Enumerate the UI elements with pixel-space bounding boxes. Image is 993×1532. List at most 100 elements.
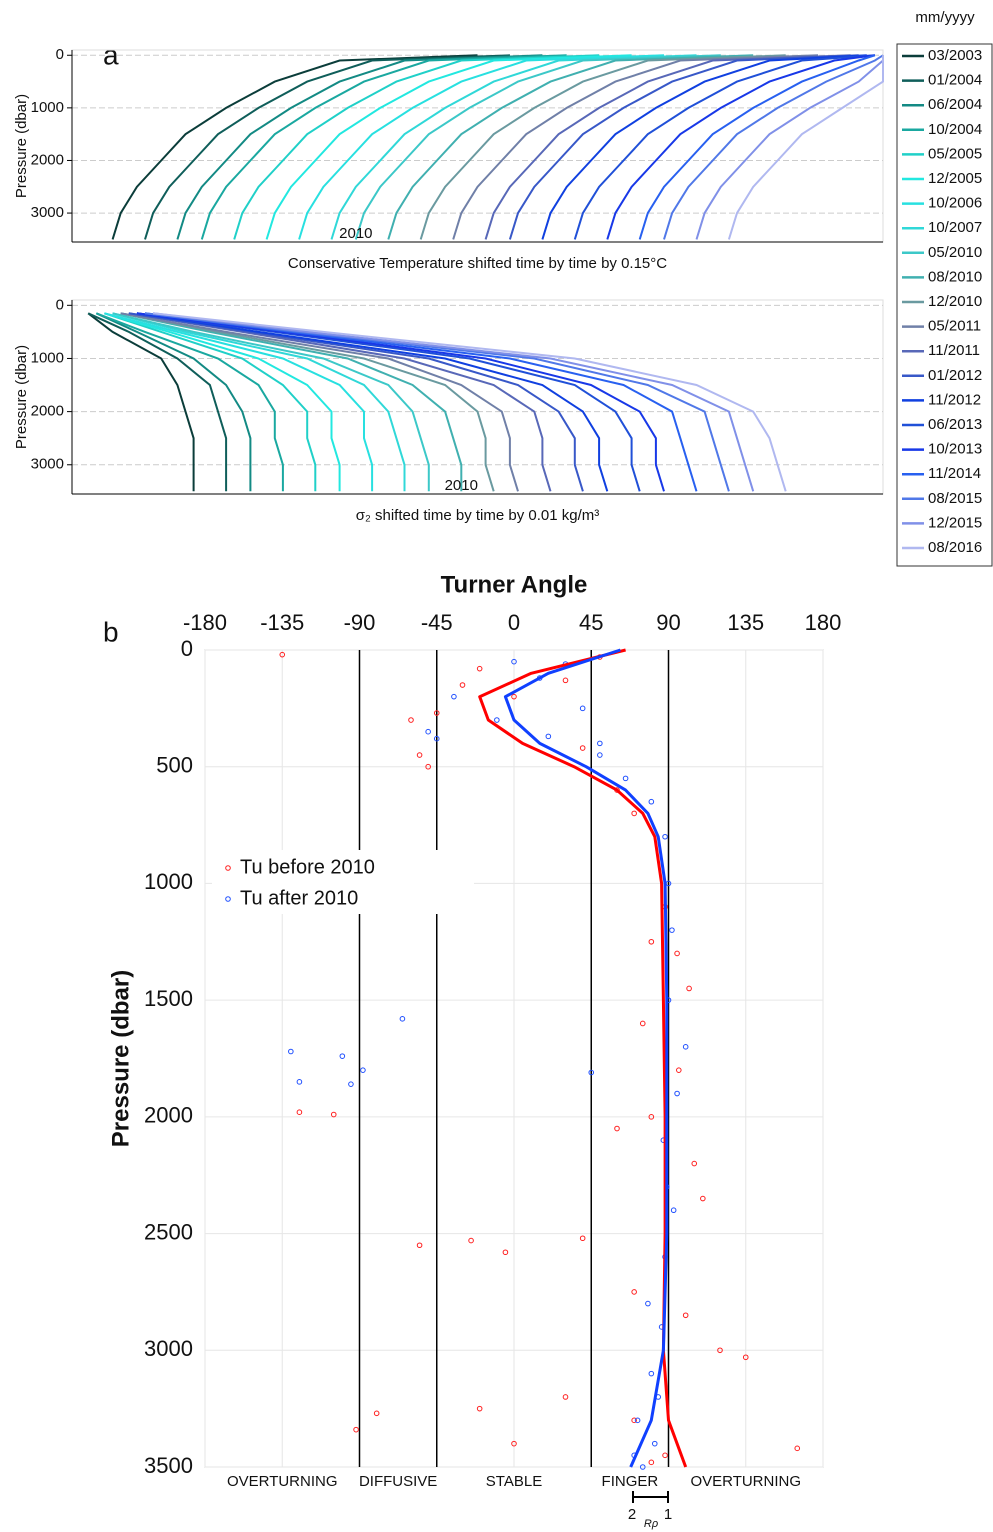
- data-point: [597, 740, 603, 747]
- legend-label: 11/2014: [928, 465, 981, 482]
- data-point: [425, 763, 431, 770]
- legend-label: 01/2004: [928, 72, 982, 89]
- data-point: [545, 733, 552, 740]
- data-point: [416, 1242, 423, 1249]
- profile-line: [136, 312, 609, 492]
- legend-marker: [225, 896, 231, 902]
- data-point: [639, 1464, 646, 1470]
- data-point: [651, 1440, 658, 1447]
- data-point: [622, 775, 629, 782]
- legend-label: 05/2010: [928, 244, 982, 261]
- data-point: [742, 1354, 749, 1361]
- data-point: [433, 735, 440, 742]
- chart-title: Turner Angle: [441, 571, 588, 598]
- data-point: [408, 717, 414, 723]
- profile-line: [200, 54, 567, 240]
- data-point: [682, 1312, 689, 1319]
- profile-line: [354, 54, 721, 240]
- y-axis-label: Pressure (dbar): [107, 970, 134, 1147]
- data-point: [639, 1020, 646, 1027]
- data-point: [648, 1459, 655, 1466]
- rho-scale-left: 2: [628, 1506, 636, 1523]
- data-point: [399, 1016, 406, 1022]
- profile-line: [573, 54, 875, 240]
- data-point: [648, 798, 655, 805]
- profile-line: [144, 312, 698, 492]
- legend-label: 05/2005: [928, 145, 982, 162]
- y-tick-label: 3500: [144, 1453, 193, 1478]
- data-point: [631, 1417, 637, 1424]
- x-axis-label: Conservative Temperature shifted time by…: [288, 255, 667, 272]
- data-point: [296, 1109, 303, 1115]
- data-point: [669, 927, 675, 933]
- y-tick-label: 2000: [31, 403, 64, 420]
- profile-line: [128, 312, 584, 492]
- profile-line: [95, 312, 284, 492]
- y-tick-label: 1000: [31, 99, 64, 116]
- profile-line: [112, 312, 430, 492]
- profile-line: [387, 54, 754, 240]
- legend-label: 11/2012: [928, 391, 981, 408]
- data-point: [502, 1249, 509, 1256]
- y-tick-label: 500: [156, 753, 193, 778]
- data-point: [494, 717, 500, 723]
- legend-box: [212, 850, 474, 914]
- data-point: [717, 1347, 723, 1354]
- data-point: [416, 752, 423, 758]
- data-point: [476, 1405, 483, 1412]
- profile-line: [120, 312, 463, 492]
- profile-line: [104, 312, 317, 492]
- data-point: [296, 1079, 303, 1085]
- profile-line: [452, 54, 819, 240]
- data-point: [373, 1410, 380, 1417]
- data-point: [511, 658, 517, 665]
- profile-line: [112, 312, 406, 492]
- data-point: [562, 1394, 569, 1400]
- data-point: [451, 693, 457, 700]
- x-axis-label: σ₂ shifted time by time by 0.01 kg/m³: [356, 507, 600, 524]
- y-tick-label: 3000: [31, 204, 64, 221]
- profile-line: [87, 312, 195, 492]
- x-tick-label: 45: [579, 610, 603, 635]
- y-tick-label: 3000: [31, 456, 64, 473]
- data-point: [353, 1426, 359, 1433]
- data-point: [288, 1048, 294, 1055]
- data-point: [700, 1195, 706, 1202]
- profile-line: [120, 312, 519, 492]
- x-tick-label: -90: [344, 610, 376, 635]
- y-tick-label: 2500: [144, 1219, 193, 1244]
- y-axis-label: Pressure (dbar): [13, 345, 30, 449]
- data-point: [631, 810, 637, 817]
- data-point: [511, 693, 517, 700]
- annotation: 2010: [445, 477, 478, 494]
- profile-line: [144, 312, 730, 492]
- regime-label: STABLE: [486, 1473, 542, 1490]
- regime-label: OVERTURNING: [227, 1473, 338, 1490]
- x-tick-label: 135: [727, 610, 764, 635]
- x-tick-label: 180: [805, 610, 842, 635]
- legend-label: 11/2011: [928, 342, 980, 359]
- legend-label: 05/2011: [928, 318, 981, 335]
- y-tick-label: 3000: [144, 1336, 193, 1361]
- profile-line: [265, 54, 632, 240]
- data-point: [648, 938, 655, 945]
- data-point: [459, 682, 466, 688]
- legend-label: 08/2016: [928, 539, 982, 556]
- profile-line: [663, 54, 884, 240]
- legend-label: 08/2015: [928, 490, 982, 507]
- legend-label: Tu before 2010: [240, 856, 375, 878]
- x-tick-label: 90: [656, 610, 680, 635]
- legend-marker: [225, 865, 231, 871]
- data-point: [348, 1081, 354, 1087]
- data-point: [579, 745, 586, 751]
- y-tick-label: 0: [56, 296, 64, 313]
- rho-scale-label: Rρ: [644, 1518, 658, 1530]
- profile-line: [152, 312, 755, 492]
- profile-line: [104, 312, 341, 492]
- data-point: [511, 1440, 517, 1447]
- data-point: [648, 1114, 655, 1120]
- data-point: [648, 1370, 655, 1377]
- data-point: [360, 1067, 366, 1073]
- data-point: [588, 1069, 595, 1076]
- legend-label: 10/2006: [928, 195, 982, 212]
